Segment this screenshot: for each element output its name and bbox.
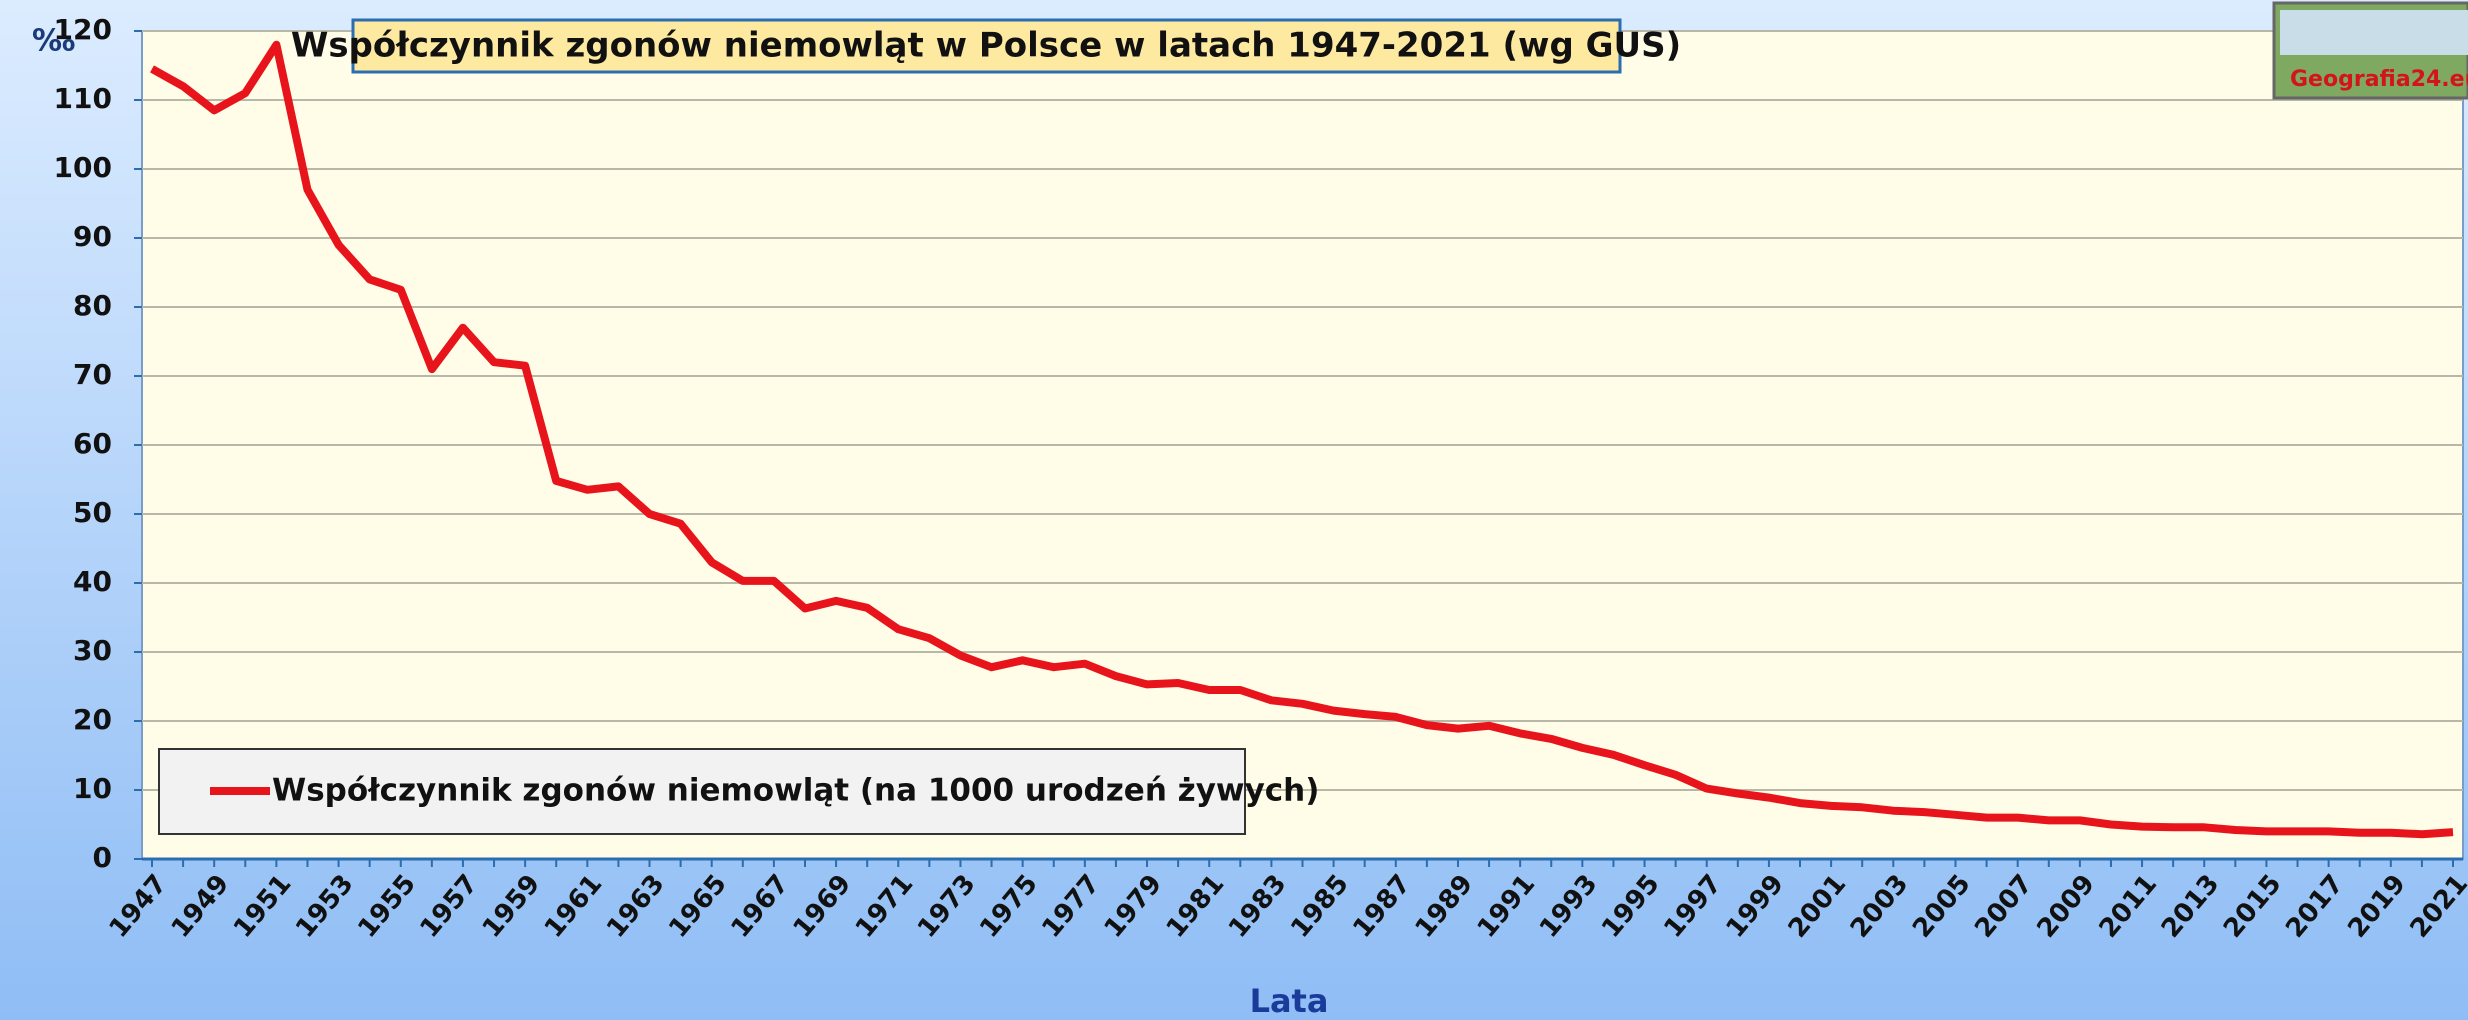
- y-tick-label: 80: [73, 289, 112, 322]
- chart-title: Współczynnik zgonów niemowląt w Polsce w…: [291, 26, 1681, 66]
- legend-label: Współczynnik zgonów niemowląt (na 1000 u…: [272, 773, 1319, 809]
- y-tick-label: 60: [73, 427, 112, 460]
- y-tick-label: 0: [93, 841, 112, 874]
- y-tick-label: 90: [73, 220, 112, 253]
- x-axis-label: Lata: [1250, 982, 1329, 1020]
- y-tick-label: 50: [73, 496, 112, 529]
- chart: Współczynnik zgonów niemowląt w Polsce w…: [0, 0, 2468, 1020]
- y-tick-label: 20: [73, 703, 112, 736]
- y-tick-label: 40: [73, 565, 112, 598]
- y-tick-label: 110: [54, 82, 112, 115]
- logo-text: Geografia24.eu: [2290, 67, 2468, 92]
- y-tick-label: 10: [73, 772, 112, 805]
- y-tick-label: 70: [73, 358, 112, 391]
- y-tick-label: 30: [73, 634, 112, 667]
- logo-sky: [2280, 10, 2468, 55]
- y-tick-label: 100: [54, 151, 112, 184]
- y-tick-label: 120: [54, 13, 112, 46]
